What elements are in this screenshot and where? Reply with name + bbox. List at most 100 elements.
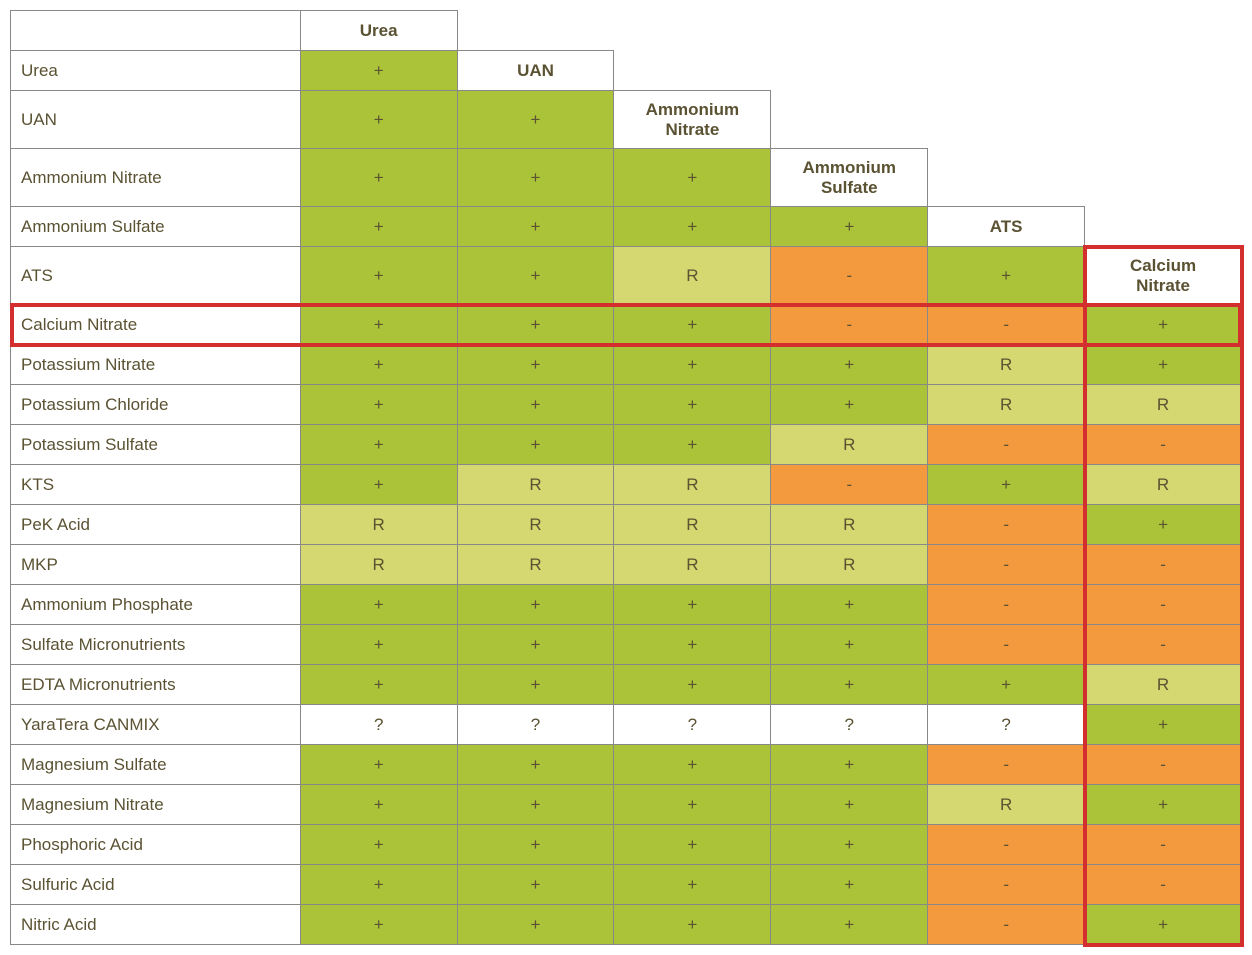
compat-cell: R bbox=[928, 385, 1085, 425]
compat-cell: ? bbox=[300, 705, 457, 745]
compat-cell: - bbox=[1085, 625, 1242, 665]
row-label: Magnesium Nitrate bbox=[11, 785, 301, 825]
row-label: Nitric Acid bbox=[11, 905, 301, 945]
compat-cell: + bbox=[614, 425, 771, 465]
compat-cell: + bbox=[457, 207, 614, 247]
col-header: ATS bbox=[928, 207, 1085, 247]
row-label: Sulfuric Acid bbox=[11, 865, 301, 905]
compat-cell: + bbox=[300, 785, 457, 825]
compat-cell: + bbox=[771, 625, 928, 665]
col-header: CalciumNitrate bbox=[1085, 247, 1242, 305]
compat-cell: + bbox=[614, 149, 771, 207]
compat-cell: + bbox=[457, 149, 614, 207]
col-header: Urea bbox=[300, 11, 457, 51]
compat-cell: + bbox=[614, 345, 771, 385]
compat-cell: + bbox=[457, 665, 614, 705]
compat-cell: + bbox=[300, 745, 457, 785]
compat-cell: ? bbox=[928, 705, 1085, 745]
compat-cell: R bbox=[1085, 465, 1242, 505]
compat-cell: + bbox=[300, 665, 457, 705]
compat-cell: + bbox=[300, 625, 457, 665]
row-label: ATS bbox=[11, 247, 301, 305]
compat-cell: + bbox=[771, 865, 928, 905]
compat-cell: + bbox=[614, 785, 771, 825]
compat-cell: R bbox=[1085, 665, 1242, 705]
compat-cell: + bbox=[300, 51, 457, 91]
compat-cell: + bbox=[300, 425, 457, 465]
row-label: Potassium Chloride bbox=[11, 385, 301, 425]
col-header: UAN bbox=[457, 51, 614, 91]
compat-cell: - bbox=[928, 545, 1085, 585]
compat-cell: + bbox=[1085, 305, 1242, 345]
row-label: Potassium Sulfate bbox=[11, 425, 301, 465]
compat-cell: + bbox=[614, 305, 771, 345]
compat-cell: R bbox=[614, 505, 771, 545]
compat-cell: + bbox=[300, 865, 457, 905]
compat-cell: + bbox=[771, 207, 928, 247]
compat-cell: + bbox=[1085, 345, 1242, 385]
compat-cell: + bbox=[614, 625, 771, 665]
row-label: Magnesium Sulfate bbox=[11, 745, 301, 785]
row-label: Phosphoric Acid bbox=[11, 825, 301, 865]
compat-cell: + bbox=[457, 247, 614, 305]
compat-cell: + bbox=[300, 465, 457, 505]
compat-cell: + bbox=[300, 247, 457, 305]
compat-cell: - bbox=[928, 585, 1085, 625]
compat-cell: + bbox=[771, 345, 928, 385]
row-label: Calcium Nitrate bbox=[11, 305, 301, 345]
compat-cell: + bbox=[300, 345, 457, 385]
compat-cell: - bbox=[1085, 825, 1242, 865]
compat-cell: - bbox=[771, 305, 928, 345]
compat-cell: R bbox=[614, 465, 771, 505]
compat-cell: + bbox=[300, 305, 457, 345]
compat-cell: - bbox=[1085, 545, 1242, 585]
row-label: Ammonium Nitrate bbox=[11, 149, 301, 207]
compat-cell: + bbox=[614, 385, 771, 425]
compat-cell: + bbox=[1085, 905, 1242, 945]
compat-cell: R bbox=[300, 545, 457, 585]
compat-cell: R bbox=[928, 345, 1085, 385]
compat-cell: R bbox=[300, 505, 457, 545]
compat-cell: + bbox=[771, 665, 928, 705]
compat-cell: + bbox=[300, 825, 457, 865]
row-label: EDTA Micronutrients bbox=[11, 665, 301, 705]
compat-cell: - bbox=[928, 825, 1085, 865]
compat-cell: - bbox=[1085, 865, 1242, 905]
compat-cell: + bbox=[614, 745, 771, 785]
compat-cell: + bbox=[614, 825, 771, 865]
compat-cell: + bbox=[614, 865, 771, 905]
compat-cell: + bbox=[300, 385, 457, 425]
row-label: UAN bbox=[11, 91, 301, 149]
compat-cell: - bbox=[771, 465, 928, 505]
compat-cell: + bbox=[300, 149, 457, 207]
compat-cell: + bbox=[457, 305, 614, 345]
compat-cell: - bbox=[928, 625, 1085, 665]
compat-cell: - bbox=[928, 905, 1085, 945]
col-header: AmmoniumSulfate bbox=[771, 149, 928, 207]
compat-cell: R bbox=[771, 545, 928, 585]
compat-cell: + bbox=[457, 385, 614, 425]
compat-cell: - bbox=[928, 305, 1085, 345]
row-label: Potassium Nitrate bbox=[11, 345, 301, 385]
compat-cell: + bbox=[614, 585, 771, 625]
compat-cell: + bbox=[771, 905, 928, 945]
compat-cell: + bbox=[300, 91, 457, 149]
compat-cell: ? bbox=[457, 705, 614, 745]
compatibility-table-wrapper: UreaUrea+UANUAN++AmmoniumNitrateAmmonium… bbox=[10, 10, 1242, 945]
compat-cell: R bbox=[457, 505, 614, 545]
compat-cell: + bbox=[771, 785, 928, 825]
compat-cell: + bbox=[1085, 705, 1242, 745]
compat-cell: + bbox=[457, 905, 614, 945]
compat-cell: - bbox=[1085, 745, 1242, 785]
compat-cell: + bbox=[614, 207, 771, 247]
compat-cell: ? bbox=[771, 705, 928, 745]
compat-cell: + bbox=[457, 425, 614, 465]
compat-cell: - bbox=[1085, 585, 1242, 625]
compat-cell: + bbox=[457, 625, 614, 665]
compat-cell: + bbox=[457, 745, 614, 785]
compat-cell: - bbox=[928, 425, 1085, 465]
row-label: PeK Acid bbox=[11, 505, 301, 545]
compat-cell: + bbox=[614, 665, 771, 705]
compat-cell: + bbox=[1085, 785, 1242, 825]
row-label: YaraTera CANMIX bbox=[11, 705, 301, 745]
